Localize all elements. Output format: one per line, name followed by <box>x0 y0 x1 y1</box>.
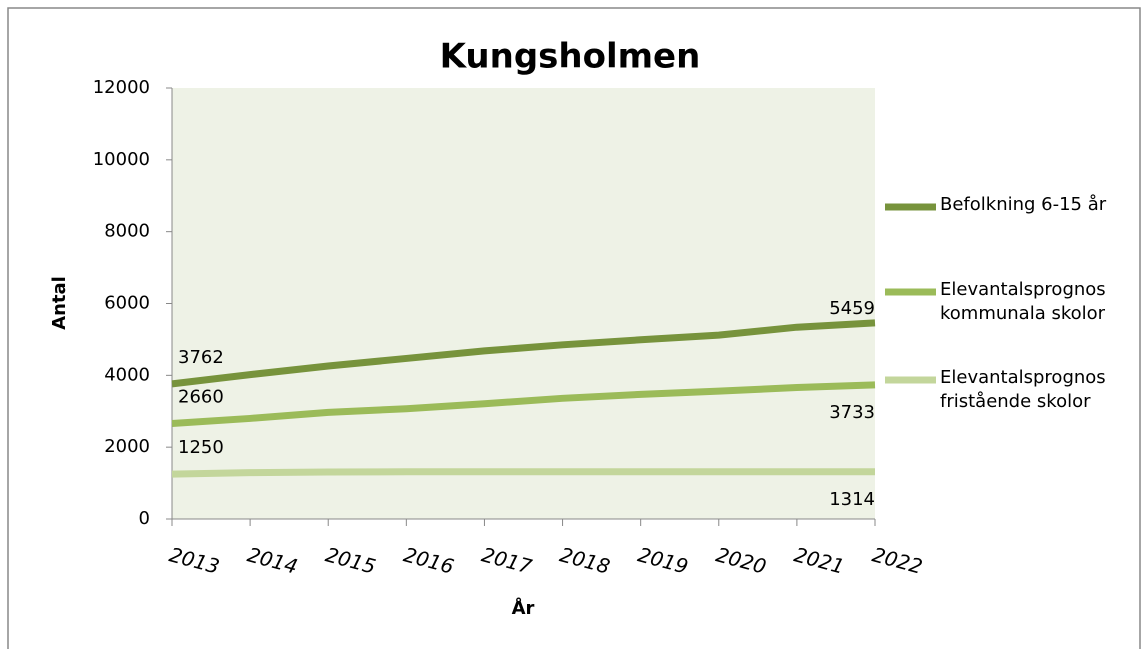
y-tick-label: 12000 <box>93 77 150 98</box>
chart-border <box>7 7 1141 649</box>
x-tick-label: 2018 <box>557 542 612 578</box>
data-label: 3762 <box>178 347 224 368</box>
data-label: 1250 <box>178 437 224 458</box>
data-label: 2660 <box>178 386 224 407</box>
y-axis-label: Antal <box>49 276 70 330</box>
x-tick-label: 2021 <box>792 542 847 578</box>
x-tick-label: 2016 <box>401 542 456 578</box>
legend-label: Elevantalsprognos kommunala skolor <box>940 279 1106 324</box>
data-label: 3733 <box>829 402 875 423</box>
legend-label: Elevantalsprognos fristående skolor <box>940 367 1106 412</box>
x-axis-label: År <box>512 596 535 619</box>
plot-area <box>172 88 875 519</box>
data-label: 1314 <box>829 489 875 510</box>
x-tick-label: 2015 <box>323 542 378 578</box>
data-label: 5459 <box>829 298 875 319</box>
x-tick-label: 2019 <box>635 542 690 578</box>
x-tick-label: 2017 <box>479 542 535 578</box>
y-tick-label: 2000 <box>104 436 150 457</box>
series-line <box>171 319 876 388</box>
chart-title: Kungsholmen <box>440 37 701 77</box>
x-tick-label: 2013 <box>167 542 222 578</box>
x-tick-label: 2020 <box>713 542 768 578</box>
y-tick-label: 8000 <box>104 221 150 242</box>
y-tick-label: 6000 <box>104 293 150 314</box>
y-tick-label: 0 <box>139 508 150 529</box>
y-tick-label: 4000 <box>104 364 150 385</box>
x-tick-label: 2022 <box>870 542 925 578</box>
legend-label: Befolkning 6-15 år <box>940 194 1107 215</box>
y-tick-label: 10000 <box>93 149 150 170</box>
x-tick-label: 2014 <box>245 542 300 578</box>
series-line <box>171 468 875 478</box>
series-line <box>171 381 876 427</box>
